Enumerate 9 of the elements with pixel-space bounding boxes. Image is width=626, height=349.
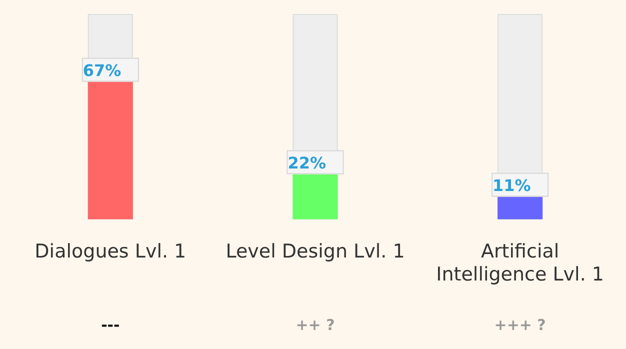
x-tick-label: Artificial Intelligence Lvl. 1 <box>436 240 604 286</box>
data-label: 67% <box>82 60 122 80</box>
text: --- <box>101 316 120 334</box>
data-label: 11% <box>492 176 531 195</box>
data-label: 22% <box>288 153 326 172</box>
x-tick-label: Level Design Lvl. 1 <box>226 240 405 263</box>
x-tick-label: Dialogues Lvl. 1 <box>34 240 186 263</box>
text: ++ ? <box>296 316 335 334</box>
text: +++ ? <box>494 316 546 334</box>
